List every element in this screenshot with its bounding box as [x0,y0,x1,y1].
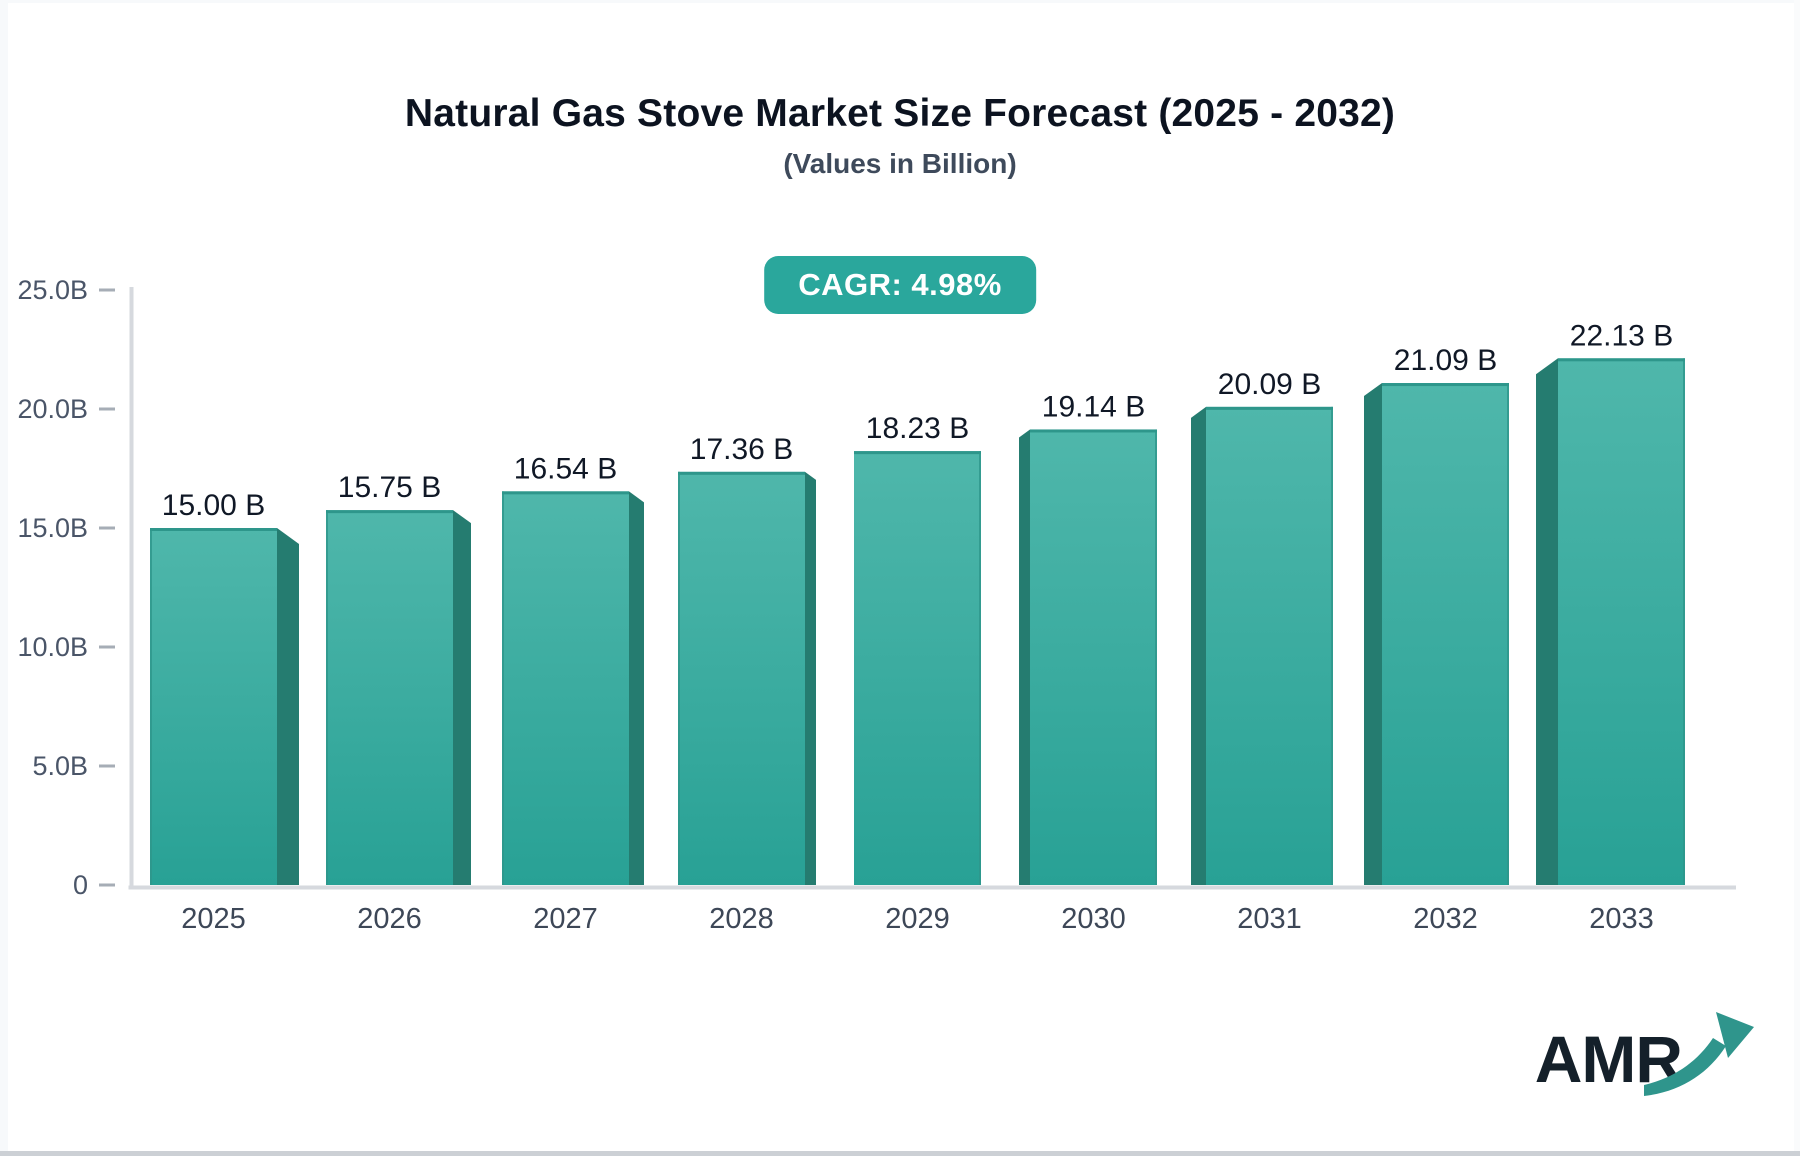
x-tick-label: 2028 [709,903,774,935]
bar-top-edge [1206,406,1333,410]
x-tick-label: 2027 [533,903,598,935]
bar-vertical-edge [1683,358,1685,885]
logo-growth-arrow-icon [1644,1012,1754,1096]
bar-2029: 18.23 B 2029 [854,412,981,935]
bar-side-face [1364,383,1382,885]
x-tick-label: 2031 [1237,903,1302,935]
bar-side-face [453,510,471,885]
x-tick-label: 2030 [1061,903,1126,935]
bar-front-face [1558,358,1685,885]
bar-side-face [1191,406,1206,885]
bar-2030: 19.14 B 2030 [1019,390,1157,935]
bar-value-label: 19.14 B [1042,390,1145,423]
bar-value-label: 16.54 B [514,452,617,485]
y-tick-label: 15.0B [17,513,88,543]
bar-top-edge [150,528,277,531]
bar-2028: 17.36 B 2028 [678,433,816,935]
bar-2031: 20.09 B 2031 [1191,368,1333,935]
bar-top-edge [1558,358,1685,362]
bar-front-face [150,528,277,885]
bar-value-label: 18.23 B [866,412,969,445]
bar-vertical-edge [1331,406,1333,885]
x-tick-label: 2033 [1589,903,1654,935]
bar-front-face [502,491,629,885]
bar-side-face [1536,358,1558,885]
bar-vertical-edge [678,471,680,885]
bar-side-face [277,528,299,885]
bar-vertical-edge [326,510,328,885]
bar-2027: 16.54 B 2027 [502,452,644,935]
page-subtitle: (Values in Billion) [783,148,1017,179]
y-tick-label: 20.0B [17,394,88,424]
bar-side-face [1019,429,1030,885]
y-tick-label: 5.0B [32,751,88,781]
bar-value-label: 17.36 B [690,433,793,466]
bar-front-face [678,471,805,885]
amr-logo: AMR [1535,1012,1754,1096]
x-tick-label: 2026 [357,903,422,935]
bar-front-face [854,451,981,885]
bar-front-face [326,510,453,885]
bar-top-edge [854,451,981,455]
bar-value-label: 15.00 B [162,489,265,522]
page-edge-left [0,0,8,1156]
bar-value-label: 15.75 B [338,471,441,504]
x-tick-label: 2025 [181,903,246,935]
bar-side-face [629,491,644,885]
bar-2032: 21.09 B 2032 [1364,344,1509,935]
y-tick-label: 25.0B [17,275,88,305]
bar-vertical-edge [1507,383,1509,885]
cagr-badge: CAGR: 4.98% [764,256,1036,314]
bar-value-label: 22.13 B [1570,319,1673,352]
bar-2033: 22.13 B 2033 [1536,319,1685,935]
x-tick-label: 2029 [885,903,950,935]
bar-front-face [1030,429,1157,885]
bar-front-face [1382,383,1509,885]
page-edge-right [1794,0,1800,1156]
bar-vertical-edge [150,528,152,885]
bar-top-edge [1030,429,1157,433]
bar-top-edge [502,491,629,495]
bar-side-face [805,471,816,885]
page-edge-bottom [0,1151,1800,1156]
bar-2026: 15.75 B 2026 [326,471,471,935]
bar-top-edge [1382,383,1509,387]
y-tick-label: 0 [73,870,88,900]
y-tick-label: 10.0B [17,632,88,662]
bar-vertical-edge [979,451,981,885]
page-edge-top [0,0,1800,3]
bar-top-edge [326,510,453,514]
bar-front-face [1206,406,1333,885]
bar-value-label: 21.09 B [1394,344,1497,377]
bar-vertical-edge [1155,429,1157,885]
page-title: Natural Gas Stove Market Size Forecast (… [404,92,1396,135]
bar-2025: 15.00 B 2025 [150,489,299,935]
bar-top-edge [678,471,805,475]
bar-value-label: 20.09 B [1218,368,1321,401]
bar-vertical-edge [502,491,504,885]
x-tick-label: 2032 [1413,903,1478,935]
